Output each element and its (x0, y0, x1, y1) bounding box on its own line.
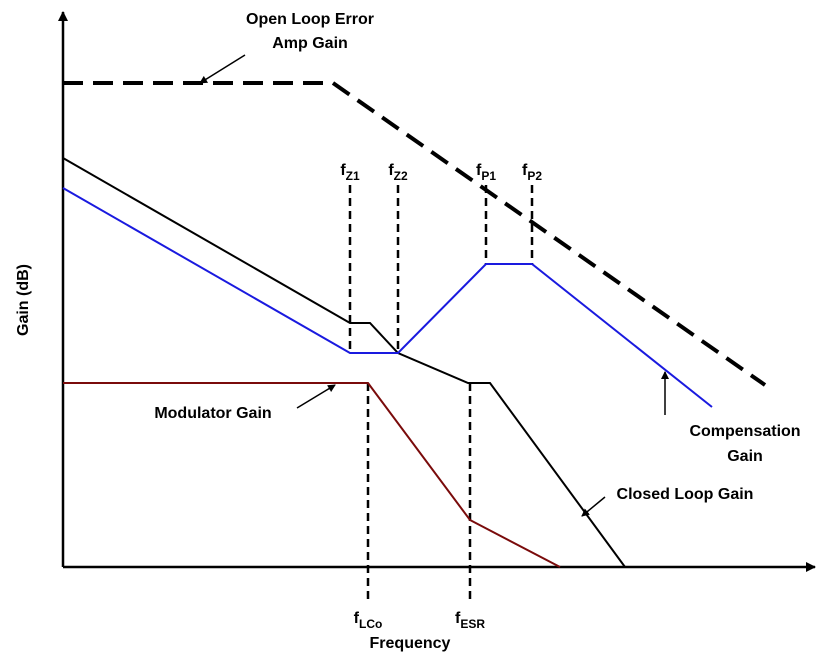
curve-label: Open Loop Error (246, 11, 374, 28)
callout-arrow (581, 496, 606, 517)
marker-label: fZ2 (388, 162, 408, 183)
curve-label: Amp Gain (272, 35, 348, 52)
marker-label: fLCo (354, 610, 383, 631)
callout-arrow (296, 384, 336, 409)
curve-label: Closed Loop Gain (617, 486, 754, 503)
closed-loop-curve (62, 157, 626, 568)
modulator-curve (63, 382, 561, 568)
marker-sub: Z1 (346, 169, 360, 183)
marker-label: fESR (455, 610, 485, 631)
curve-label: Gain (727, 448, 763, 465)
compensation-curve (62, 187, 713, 408)
marker-base: f (455, 610, 461, 627)
curve-label: Compensation (689, 423, 800, 440)
open-loop-curve (63, 81, 767, 387)
callout-arrow (199, 54, 246, 84)
marker-sub: Z2 (394, 169, 408, 183)
marker-sub: P2 (527, 169, 542, 183)
curve-label: Modulator Gain (154, 405, 271, 422)
marker-base: f (388, 162, 394, 179)
marker-base: f (476, 162, 482, 179)
marker-label: fZ1 (340, 162, 360, 183)
marker-label: fP2 (522, 162, 542, 183)
marker-lines (348, 185, 534, 600)
y-axis-label: Gain (dB) (15, 264, 32, 336)
x-axis-label: Frequency (370, 635, 451, 652)
marker-sub: LCo (359, 617, 382, 631)
marker-base: f (354, 610, 360, 627)
marker-base: f (522, 162, 528, 179)
marker-sub: P1 (481, 169, 496, 183)
marker-sub: ESR (460, 617, 485, 631)
marker-base: f (340, 162, 346, 179)
marker-label: fP1 (476, 162, 496, 183)
